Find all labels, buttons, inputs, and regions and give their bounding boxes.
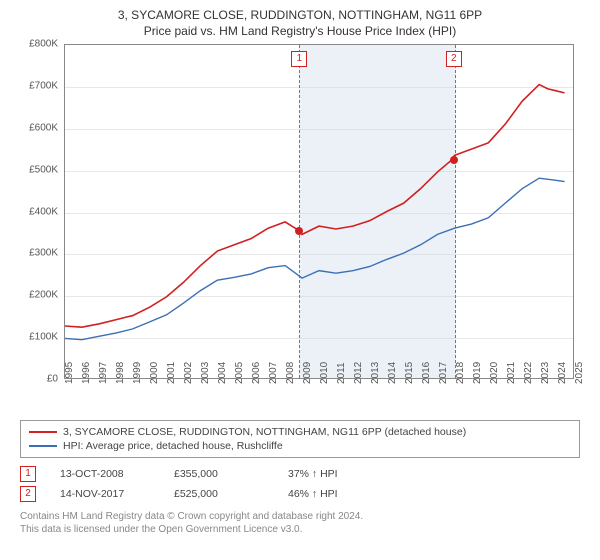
transaction-date: 14-NOV-2017 [60,488,150,500]
x-axis-tick: 2022 [523,362,534,384]
transaction-row: 2 14-NOV-2017 £525,000 46% ↑ HPI [20,484,580,504]
transaction-number-icon: 2 [20,486,36,502]
x-axis-tick: 2005 [234,362,245,384]
x-axis-tick: 2013 [370,362,381,384]
x-axis-tick: 2009 [302,362,313,384]
plot-box: £0£100K£200K£300K£400K£500K£600K£700K£80… [20,44,580,414]
x-axis-tick: 2007 [268,362,279,384]
y-axis-tick: £600K [29,122,58,133]
x-axis-tick: 2017 [438,362,449,384]
chart-title-sub: Price paid vs. HM Land Registry's House … [10,24,590,38]
plot-area: 12 [64,44,574,379]
transaction-marker-label: 1 [291,51,307,67]
transaction-delta: 46% ↑ HPI [288,488,378,500]
x-axis-tick: 2001 [166,362,177,384]
series-line-property [65,85,565,328]
x-axis-tick: 2004 [217,362,228,384]
legend-swatch [29,431,57,433]
transaction-row: 1 13-OCT-2008 £355,000 37% ↑ HPI [20,464,580,484]
transaction-price: £525,000 [174,488,264,500]
legend-box: 3, SYCAMORE CLOSE, RUDDINGTON, NOTTINGHA… [20,420,580,458]
footer-line-2: This data is licensed under the Open Gov… [20,523,580,536]
x-axis-tick: 2002 [183,362,194,384]
y-axis-tick: £500K [29,164,58,175]
y-axis-tick: £800K [29,39,58,50]
x-axis-tick: 2023 [540,362,551,384]
y-axis-tick: £200K [29,290,58,301]
x-axis-tick: 2018 [455,362,466,384]
transaction-marker-dot [450,156,458,164]
x-axis-tick: 2008 [285,362,296,384]
y-axis-tick: £300K [29,248,58,259]
chart-lines-svg [65,45,573,378]
y-axis-tick: £0 [47,374,58,385]
x-axis-tick: 2019 [472,362,483,384]
transaction-price: £355,000 [174,468,264,480]
legend-block: 3, SYCAMORE CLOSE, RUDDINGTON, NOTTINGHA… [20,420,580,504]
x-axis-tick: 1997 [98,362,109,384]
x-axis-tick: 1995 [64,362,75,384]
transaction-marker-dot [295,227,303,235]
x-axis-tick: 1996 [81,362,92,384]
legend-swatch [29,445,57,447]
x-axis-tick: 2020 [489,362,500,384]
transaction-marker-label: 2 [446,51,462,67]
chart-title-main: 3, SYCAMORE CLOSE, RUDDINGTON, NOTTINGHA… [10,8,590,22]
x-axis-tick: 2000 [149,362,160,384]
x-axis-tick: 1998 [115,362,126,384]
legend-item: HPI: Average price, detached house, Rush… [29,439,571,453]
series-line-hpi [65,178,565,340]
x-axis-tick: 1999 [132,362,143,384]
chart-container: 3, SYCAMORE CLOSE, RUDDINGTON, NOTTINGHA… [0,0,600,542]
footer-line-1: Contains HM Land Registry data © Crown c… [20,510,580,523]
x-axis-tick: 2025 [574,362,585,384]
y-axis-tick: £700K [29,80,58,91]
transaction-date: 13-OCT-2008 [60,468,150,480]
x-axis-tick: 2014 [387,362,398,384]
x-axis-tick: 2012 [353,362,364,384]
footer-note: Contains HM Land Registry data © Crown c… [20,510,580,536]
transaction-number-icon: 1 [20,466,36,482]
transactions-table: 1 13-OCT-2008 £355,000 37% ↑ HPI 2 14-NOV-201… [20,464,580,504]
x-axis-tick: 2016 [421,362,432,384]
x-axis-tick: 2011 [336,362,347,384]
legend-label: 3, SYCAMORE CLOSE, RUDDINGTON, NOTTINGHA… [63,426,466,438]
y-axis-tick: £400K [29,206,58,217]
x-axis-tick: 2024 [557,362,568,384]
x-axis-tick: 2006 [251,362,262,384]
x-axis-tick: 2010 [319,362,330,384]
y-axis-tick: £100K [29,332,58,343]
transaction-delta: 37% ↑ HPI [288,468,378,480]
legend-label: HPI: Average price, detached house, Rush… [63,440,283,452]
legend-item: 3, SYCAMORE CLOSE, RUDDINGTON, NOTTINGHA… [29,425,571,439]
x-axis-tick: 2021 [506,362,517,384]
x-axis-tick: 2015 [404,362,415,384]
x-axis-tick: 2003 [200,362,211,384]
